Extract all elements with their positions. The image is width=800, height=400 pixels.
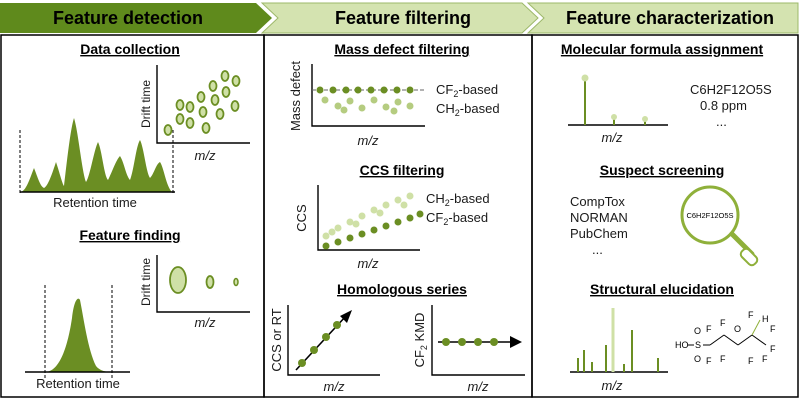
svg-text:O: O — [694, 326, 701, 336]
label-mz-formula: m/z — [602, 130, 623, 145]
chromatogram-1: Retention time — [19, 118, 175, 210]
label-mz-2: m/z — [195, 315, 216, 330]
title-suspect-screening: Suspect screening — [600, 162, 725, 178]
label-drift-time: Drift time — [139, 80, 153, 128]
header-arrow-detection — [0, 3, 272, 33]
svg-text:F: F — [720, 354, 726, 364]
ccs-plot: CCS CH2-based CF2-based m/z — [294, 185, 490, 271]
ellipsis-1: ... — [716, 114, 727, 129]
title-mass-defect-filtering: Mass defect filtering — [334, 41, 469, 57]
label-mass-defect: Mass defect — [288, 61, 303, 131]
svg-text:H: H — [762, 314, 769, 324]
label-mz-md: m/z — [358, 133, 379, 148]
label-ccs-ch2: CH2-based — [426, 191, 490, 208]
panel-characterization — [531, 34, 799, 398]
label-ch2-based: CH2-based — [436, 101, 500, 118]
label-ccs-cf2: CF2-based — [426, 210, 488, 227]
db-norman: NORMAN — [570, 210, 628, 225]
mass-defect-plot: Mass defect CF2-based CH2-based m/z — [288, 61, 500, 148]
formula-spectrum: m/z — [568, 74, 668, 145]
chromatogram-2: Retention time — [25, 285, 130, 391]
header-arrow-characterization — [526, 2, 799, 34]
header-filtering: Feature filtering — [335, 8, 471, 28]
title-homologous-series: Homologous series — [337, 281, 467, 297]
drift-scatter-1: Drift time m/z — [139, 65, 250, 163]
label-ccs-or-rt: CCS or RT — [269, 308, 284, 371]
title-ccs-filtering: CCS filtering — [360, 162, 445, 178]
svg-text:S: S — [695, 340, 701, 350]
homologous-plot-1: CCS or RT m/z — [269, 305, 380, 394]
title-molecular-formula: Molecular formula assignment — [561, 41, 764, 57]
db-comptox: CompTox — [570, 194, 625, 209]
lens-formula: C6H2F12O5S — [686, 211, 733, 220]
magnifier-icon: C6H2F12O5S — [680, 185, 759, 267]
svg-text:F: F — [748, 310, 754, 320]
ellipsis-2: ... — [592, 242, 603, 257]
svg-text:F: F — [720, 318, 726, 328]
title-structural-elucidation: Structural elucidation — [590, 281, 734, 297]
svg-text:F: F — [748, 356, 754, 366]
label-drift-time-2: Drift time — [139, 258, 153, 306]
svg-text:F: F — [770, 324, 776, 334]
drift-scatter-2: Drift time m/z — [139, 255, 250, 330]
label-mz-ccs: m/z — [358, 256, 379, 271]
svg-text:F: F — [770, 344, 776, 354]
title-data-collection: Data collection — [80, 41, 180, 57]
label-retention-time-1: Retention time — [53, 195, 137, 210]
svg-text:O: O — [694, 354, 701, 364]
title-feature-finding: Feature finding — [79, 227, 180, 243]
svg-text:HO: HO — [675, 340, 689, 350]
label-mz-hs2: m/z — [468, 379, 489, 394]
header-arrow-filtering — [260, 2, 539, 34]
svg-text:F: F — [706, 356, 712, 366]
formula-text: C6H2F12O5S — [690, 82, 772, 97]
label-cf2-based: CF2-based — [436, 82, 498, 99]
label-mz-hs1: m/z — [324, 379, 345, 394]
label-ccs: CCS — [294, 204, 309, 232]
svg-text:O: O — [734, 324, 741, 334]
header-detection: Feature detection — [53, 8, 203, 28]
svg-text:F: F — [706, 324, 712, 334]
label-cf2-kmd: CF2 KMD — [412, 313, 429, 368]
label-mz-elucidation: m/z — [602, 378, 623, 393]
chemical-structure-icon: HO S O O FF FF O FF HF FF — [675, 310, 776, 366]
db-pubchem: PubChem — [570, 226, 628, 241]
label-mz-1: m/z — [195, 148, 216, 163]
ppm-text: 0.8 ppm — [700, 98, 747, 113]
elucidation-spectrum: m/z — [570, 308, 668, 393]
header-characterization: Feature characterization — [566, 8, 774, 28]
label-retention-time-2: Retention time — [36, 376, 120, 391]
homologous-plot-2: CF2 KMD m/z — [412, 305, 525, 394]
svg-text:F: F — [762, 354, 768, 364]
